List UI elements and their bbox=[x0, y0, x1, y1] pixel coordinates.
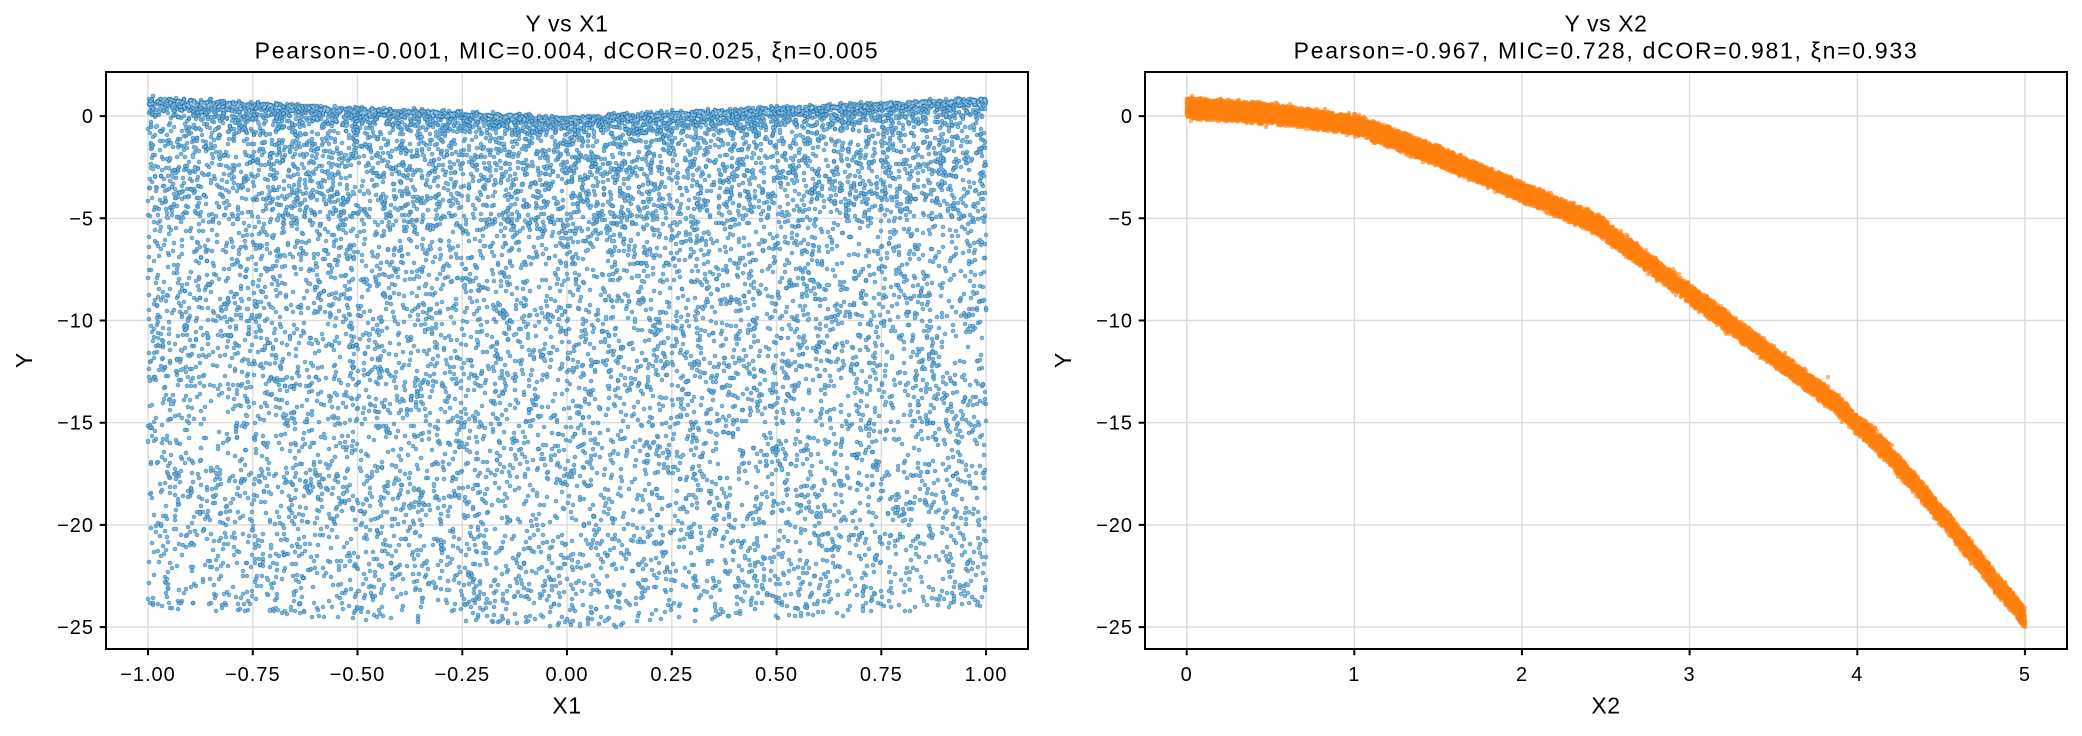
svg-text:−0.50: −0.50 bbox=[330, 664, 386, 686]
svg-text:0: 0 bbox=[1181, 664, 1193, 686]
svg-text:−10: −10 bbox=[1096, 311, 1133, 333]
svg-text:Y vs X1: Y vs X1 bbox=[525, 11, 608, 37]
svg-text:−25: −25 bbox=[1096, 617, 1133, 639]
svg-text:−20: −20 bbox=[1096, 515, 1133, 537]
svg-text:0.75: 0.75 bbox=[860, 664, 903, 686]
svg-text:Y: Y bbox=[11, 353, 37, 368]
svg-text:5: 5 bbox=[2019, 664, 2031, 686]
svg-text:−10: −10 bbox=[57, 311, 94, 333]
svg-text:4: 4 bbox=[1851, 664, 1863, 686]
svg-text:Pearson=-0.001, MIC=0.004, dCO: Pearson=-0.001, MIC=0.004, dCOR=0.025, ξ… bbox=[255, 38, 880, 64]
svg-text:3: 3 bbox=[1684, 664, 1696, 686]
svg-text:Pearson=-0.967, MIC=0.728, dCO: Pearson=-0.967, MIC=0.728, dCOR=0.981, ξ… bbox=[1294, 38, 1919, 64]
svg-text:−5: −5 bbox=[69, 208, 94, 230]
svg-text:2: 2 bbox=[1516, 664, 1528, 686]
svg-text:Y: Y bbox=[1050, 353, 1076, 368]
svg-text:1: 1 bbox=[1348, 664, 1360, 686]
svg-text:0: 0 bbox=[82, 106, 94, 128]
svg-text:0.50: 0.50 bbox=[755, 664, 798, 686]
svg-text:−25: −25 bbox=[57, 617, 94, 639]
svg-text:Y vs X2: Y vs X2 bbox=[1564, 11, 1647, 37]
svg-text:X1: X1 bbox=[552, 693, 581, 719]
svg-text:−0.75: −0.75 bbox=[225, 664, 281, 686]
svg-text:−15: −15 bbox=[57, 413, 94, 435]
svg-text:−20: −20 bbox=[57, 515, 94, 537]
svg-text:0.25: 0.25 bbox=[650, 664, 693, 686]
svg-text:−1.00: −1.00 bbox=[120, 664, 176, 686]
svg-text:−0.25: −0.25 bbox=[434, 664, 490, 686]
svg-text:0.00: 0.00 bbox=[546, 664, 589, 686]
svg-text:0: 0 bbox=[1121, 106, 1133, 128]
svg-text:−15: −15 bbox=[1096, 413, 1133, 435]
svg-text:X2: X2 bbox=[1591, 693, 1620, 719]
svg-text:−5: −5 bbox=[1108, 208, 1133, 230]
svg-text:1.00: 1.00 bbox=[965, 664, 1008, 686]
